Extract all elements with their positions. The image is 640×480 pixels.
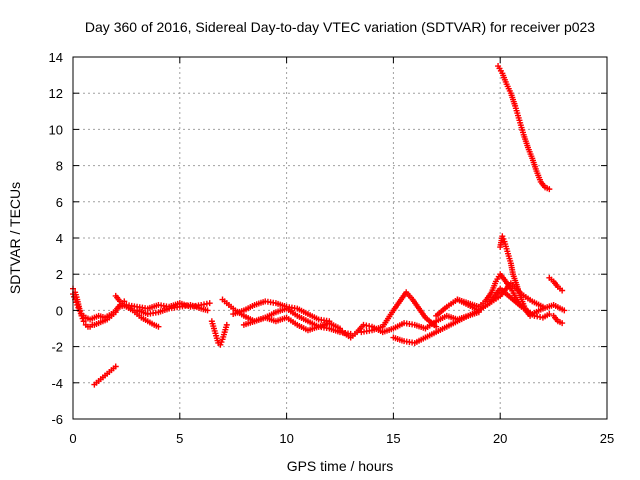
series-arc-9: [230, 298, 333, 325]
axis-ticks: 0 5 10 15 20 25 -6 -4 -2 0 2 4 6 8 10 12 14: [49, 50, 615, 446]
data-point: [155, 323, 162, 330]
data-point: [112, 363, 119, 370]
series-arc-16: [497, 233, 534, 319]
y-tick-label: 12: [49, 86, 63, 101]
x-tick-label: 10: [279, 431, 293, 446]
y-tick-label: 6: [56, 195, 63, 210]
data-points: [70, 63, 568, 388]
data-point: [499, 233, 506, 240]
series-arc-7: [208, 318, 230, 348]
data-point: [559, 320, 566, 327]
data-point: [74, 301, 81, 308]
data-point-sample: [79, 315, 86, 322]
data-point-sample: [500, 235, 507, 242]
data-point: [546, 186, 553, 193]
x-tick-label: 25: [600, 431, 614, 446]
series-arc-19: [550, 312, 566, 327]
data-point: [223, 321, 230, 328]
y-tick-label: -6: [51, 412, 63, 427]
y-tick-label: 2: [56, 267, 63, 282]
data-point: [217, 341, 224, 348]
x-tick-label: 0: [69, 431, 76, 446]
y-tick-label: 8: [56, 159, 63, 174]
series-arc-6: [134, 301, 211, 318]
series-arc-12: [358, 289, 440, 336]
data-point: [539, 303, 546, 310]
grid-lines: [73, 57, 607, 419]
data-point: [80, 318, 87, 325]
data-point: [559, 287, 566, 294]
data-point: [561, 307, 568, 314]
data-point-sample: [75, 304, 82, 311]
x-tick-label: 15: [386, 431, 400, 446]
data-point: [527, 312, 534, 319]
y-tick-label: 4: [56, 231, 63, 246]
chart-title: Day 360 of 2016, Sidereal Day-to-day VTE…: [85, 19, 595, 35]
series-arc-3: [91, 363, 119, 388]
y-tick-label: -4: [51, 376, 63, 391]
y-tick-label: 10: [49, 122, 63, 137]
series-arc-15: [454, 271, 553, 321]
y-tick-label: -2: [51, 340, 63, 355]
data-point-sample: [73, 299, 80, 306]
series-arc-18: [546, 274, 566, 294]
y-tick-label: 14: [49, 50, 63, 65]
data-point-sample: [71, 293, 78, 300]
data-point: [546, 311, 553, 318]
series-arc-17: [495, 63, 553, 193]
x-tick-label: 5: [176, 431, 183, 446]
series-arc-11: [337, 309, 482, 341]
y-tick-label: 0: [56, 303, 63, 318]
x-axis-label: GPS time / hours: [287, 458, 394, 474]
data-point: [204, 307, 211, 314]
y-axis-label: SDTVAR / TECUs: [7, 182, 23, 294]
data-point: [206, 300, 213, 307]
x-tick-label: 20: [493, 431, 507, 446]
series-arc-10: [240, 314, 343, 334]
data-point: [433, 323, 440, 330]
data-point-sample: [218, 339, 225, 346]
